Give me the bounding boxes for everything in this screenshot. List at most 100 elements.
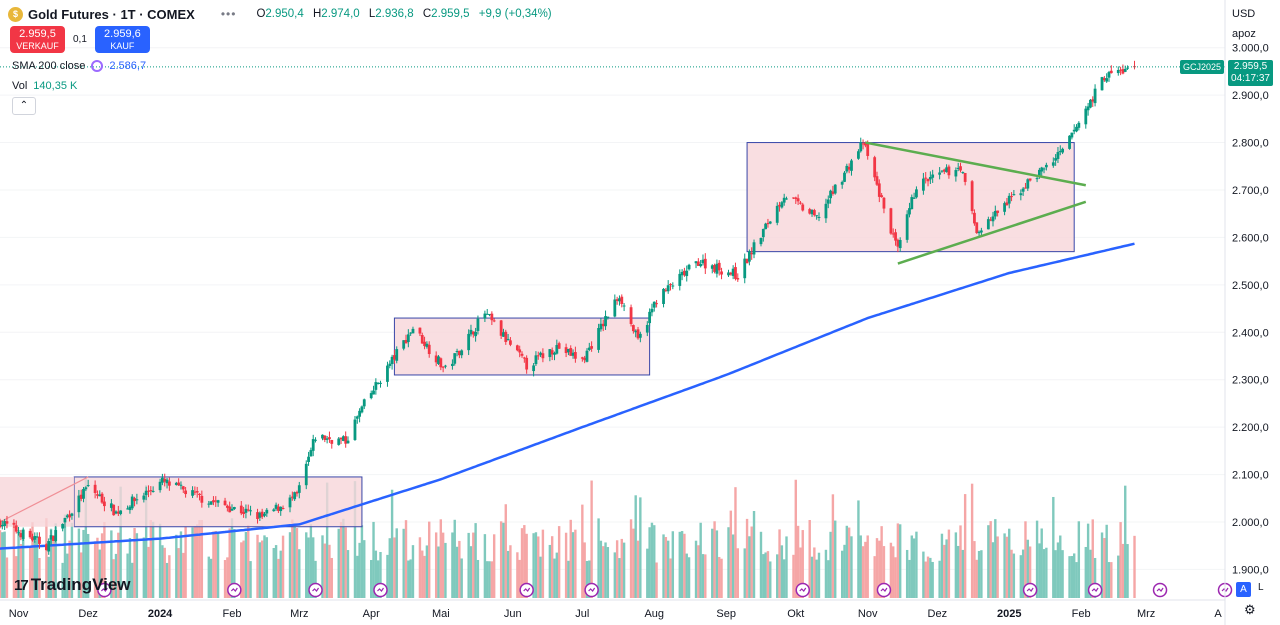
volume-bar (810, 556, 814, 598)
volume-bar (1019, 555, 1023, 598)
candle-body (812, 210, 816, 216)
volume-bar (151, 521, 155, 598)
volume-bar (1077, 521, 1081, 598)
low-value: 2.936,8 (375, 8, 414, 20)
volume-legend[interactable]: Vol 140,35 K (12, 80, 77, 92)
candle-body (567, 348, 570, 353)
candle-body (553, 352, 556, 355)
volume-bar (590, 480, 593, 598)
tradingview-logo[interactable]: 17 TradingView (14, 575, 131, 595)
volume-bar (1008, 528, 1011, 598)
volume-bar (912, 538, 916, 598)
candle-body (181, 486, 185, 490)
low-key: L (368, 8, 376, 20)
candle-body (33, 535, 37, 540)
candle-body (223, 500, 227, 506)
volume-bar (931, 561, 934, 598)
candle-body (615, 299, 619, 301)
sma-legend[interactable]: SMA 200 close 2.586,7 (12, 60, 146, 72)
volume-bar (834, 520, 837, 598)
candle-body (158, 481, 162, 491)
volume-bar (344, 527, 347, 598)
volume-bar (455, 546, 459, 598)
volume-bar (555, 552, 559, 598)
candle-body (520, 353, 524, 356)
volume-bar (126, 553, 129, 598)
candle-body (940, 170, 944, 172)
candle-body (557, 343, 561, 349)
volume-bar (762, 554, 765, 598)
volume-bar (646, 548, 649, 598)
event-glyph (312, 587, 320, 592)
candle-body (1012, 194, 1016, 196)
volume-bar (915, 531, 918, 598)
event-glyph (377, 587, 384, 592)
volume-bar (956, 545, 960, 598)
volume-bar (683, 533, 686, 598)
candle-body (77, 495, 81, 513)
volume-bar (86, 533, 90, 598)
volume-bar (228, 528, 231, 598)
volume-bar (815, 559, 818, 598)
auto-scale-button[interactable]: A (1236, 582, 1251, 597)
volume-bar (209, 558, 213, 598)
currency-selector[interactable]: USD (1232, 8, 1256, 20)
more-icon[interactable]: ••• (220, 7, 237, 21)
candle-body (1054, 158, 1058, 161)
volume-bar (571, 532, 575, 598)
candle-body (274, 504, 278, 509)
volume-bar (1093, 557, 1097, 598)
symbol-header[interactable]: $ Gold Futures · 1T · COMEX ••• O2.950,4… (8, 4, 558, 24)
volume-bar (875, 538, 879, 598)
candle-body (485, 313, 489, 315)
candle-body (174, 482, 178, 485)
candle-body (404, 339, 408, 344)
candle-body (395, 349, 399, 361)
volume-bar (312, 537, 315, 598)
candle-body (1068, 135, 1071, 149)
volume-bar (650, 522, 654, 598)
candle-body (411, 328, 415, 334)
time-tick-label: Feb (223, 608, 242, 620)
buy-button[interactable]: 2.959,6 KAUF (94, 26, 150, 53)
volume-bar (613, 552, 617, 598)
scale-mode[interactable]: apoz (1232, 28, 1256, 40)
candle-body (490, 313, 494, 321)
volume-bar (28, 546, 32, 598)
symbol-title[interactable]: Gold Futures · 1T · COMEX (28, 6, 195, 22)
spread-value: 0,1 (73, 34, 87, 45)
candle-body (1126, 67, 1129, 69)
consolidation-box (393, 317, 651, 376)
candle-body (650, 308, 654, 313)
candle-body (86, 485, 90, 487)
price-tick-label: 2.300,0 (1232, 375, 1269, 387)
candle-body (518, 349, 522, 353)
volume-bar (423, 555, 426, 598)
candle-body (696, 261, 700, 266)
candle-body (142, 495, 146, 500)
candle-body (550, 350, 554, 355)
candle-body (928, 176, 932, 180)
volume-bar (404, 520, 408, 598)
candle-body (889, 208, 893, 234)
candle-body (212, 500, 215, 503)
candle-body (474, 331, 478, 337)
candle-body (82, 488, 85, 499)
log-scale-button[interactable]: L (1258, 582, 1264, 593)
volume-bar (1045, 547, 1048, 598)
volume-bar (1005, 536, 1009, 598)
sell-button[interactable]: 2.959,5 VERKAUF (10, 26, 65, 53)
candle-body (295, 491, 299, 494)
settings-gear-icon[interactable]: ⚙ (1244, 602, 1256, 617)
candle-body (344, 436, 348, 444)
candle-body (457, 350, 461, 356)
volume-bar (93, 541, 97, 598)
candle-body (427, 344, 431, 355)
collapse-legend-button[interactable]: ⌃ (12, 97, 36, 115)
candle-body (924, 177, 928, 179)
volume-bar (256, 534, 259, 598)
triangle-line (897, 200, 1087, 265)
price-tick-label: 2.100,0 (1232, 470, 1269, 482)
volume-bar (776, 554, 779, 598)
